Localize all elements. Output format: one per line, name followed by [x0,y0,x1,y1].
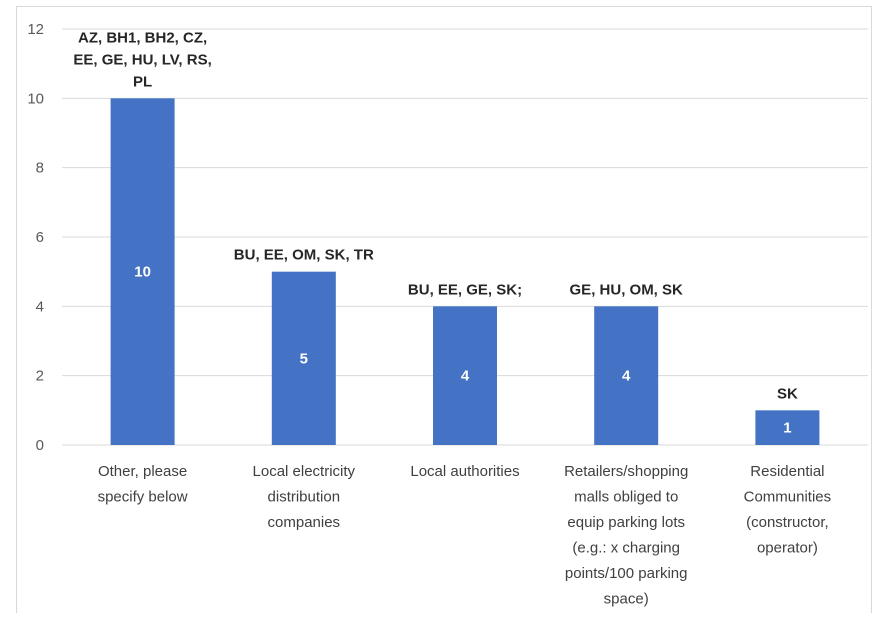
x-category-label: Communities [744,489,832,506]
bar-annotation: GE, HU, OM, SK [570,281,684,298]
bar-annotation: SK [777,385,798,402]
x-category-label: equip parking lots [567,514,685,531]
x-category-label: Local electricity [253,463,356,480]
x-category-label: Residential [750,463,824,480]
x-category-label: Other, please [98,463,187,480]
bar [594,306,659,445]
bar-annotation: PL [133,73,152,90]
x-category-label: (constructor, [746,514,829,531]
x-category-label: distribution [268,489,341,506]
x-category-label: points/100 parking [565,565,688,582]
chart-border [16,6,872,618]
x-category-label: (e.g.: x charging [572,540,680,557]
bar-annotation: BU, EE, OM, SK, TR [234,247,374,264]
y-tick-label: 8 [36,160,44,177]
bar [271,271,336,445]
bar-value-label: 10 [134,264,151,281]
y-tick-label: 0 [36,437,44,454]
y-axis-ticks: 0 2 4 6 8 10 12 [27,21,44,454]
x-category-label: Local authorities [410,463,519,480]
x-category-label: specify below [98,489,188,506]
x-category-label: companies [268,514,341,531]
y-tick-label: 6 [36,229,44,246]
y-tick-label: 2 [36,368,44,385]
x-category-label: Retailers/shopping [564,463,688,480]
y-tick-label: 10 [27,90,44,107]
bar [755,410,820,445]
bar-annotations: AZ, BH1, BH2, CZ, EE, GE, HU, LV, RS, PL BU… [73,29,798,402]
bar-value-label: 4 [461,368,470,385]
bar-annotation: EE, GE, HU, LV, RS, [73,51,211,68]
bar-annotation: AZ, BH1, BH2, CZ, [78,29,207,46]
y-tick-label: 12 [27,21,44,38]
bar-value-label: 1 [783,420,791,437]
bar-value-label: 4 [622,368,631,385]
x-category-label: operator) [757,540,818,557]
bar [110,98,175,445]
bar-annotation: BU, EE, GE, SK; [408,281,522,298]
bar [433,306,497,445]
y-tick-label: 4 [36,298,44,315]
bars [110,98,820,445]
x-axis-category-labels: Other, please specify below Local electric… [98,463,832,608]
bar-value-label: 5 [300,350,308,367]
x-category-label: malls obliged to [574,489,678,506]
x-category-label: space) [604,591,649,608]
data-labels: 10 5 4 4 1 [134,264,791,437]
